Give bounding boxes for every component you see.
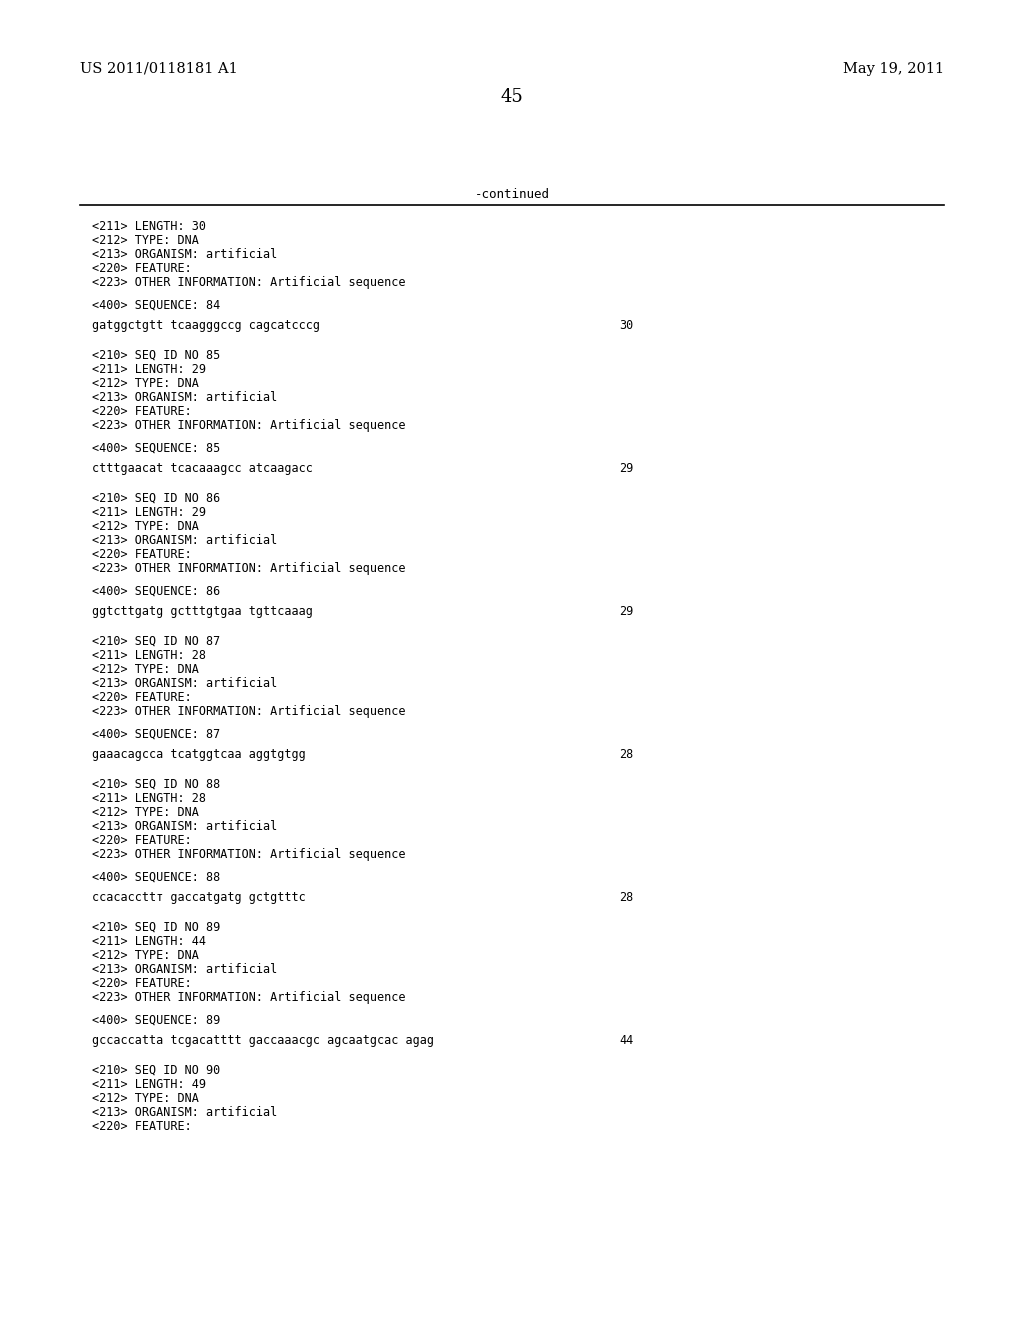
Text: <213> ORGANISM: artificial: <213> ORGANISM: artificial	[92, 964, 278, 975]
Text: <211> LENGTH: 28: <211> LENGTH: 28	[92, 649, 206, 663]
Text: <220> FEATURE:: <220> FEATURE:	[92, 548, 191, 561]
Text: <210> SEQ ID NO 90: <210> SEQ ID NO 90	[92, 1064, 220, 1077]
Text: 45: 45	[501, 88, 523, 106]
Text: <223> OTHER INFORMATION: Artificial sequence: <223> OTHER INFORMATION: Artificial sequ…	[92, 991, 406, 1005]
Text: <223> OTHER INFORMATION: Artificial sequence: <223> OTHER INFORMATION: Artificial sequ…	[92, 418, 406, 432]
Text: <212> TYPE: DNA: <212> TYPE: DNA	[92, 807, 199, 818]
Text: <210> SEQ ID NO 86: <210> SEQ ID NO 86	[92, 492, 220, 506]
Text: 44: 44	[620, 1034, 634, 1047]
Text: <223> OTHER INFORMATION: Artificial sequence: <223> OTHER INFORMATION: Artificial sequ…	[92, 847, 406, 861]
Text: <211> LENGTH: 44: <211> LENGTH: 44	[92, 935, 206, 948]
Text: <400> SEQUENCE: 84: <400> SEQUENCE: 84	[92, 300, 220, 312]
Text: <211> LENGTH: 30: <211> LENGTH: 30	[92, 220, 206, 234]
Text: ccacaccttт gaccatgatg gctgtttc: ccacaccttт gaccatgatg gctgtttc	[92, 891, 306, 904]
Text: <211> LENGTH: 49: <211> LENGTH: 49	[92, 1078, 206, 1092]
Text: <210> SEQ ID NO 88: <210> SEQ ID NO 88	[92, 777, 220, 791]
Text: <213> ORGANISM: artificial: <213> ORGANISM: artificial	[92, 1106, 278, 1119]
Text: <400> SEQUENCE: 88: <400> SEQUENCE: 88	[92, 871, 220, 884]
Text: <210> SEQ ID NO 85: <210> SEQ ID NO 85	[92, 348, 220, 362]
Text: <211> LENGTH: 29: <211> LENGTH: 29	[92, 506, 206, 519]
Text: 28: 28	[620, 748, 634, 762]
Text: <213> ORGANISM: artificial: <213> ORGANISM: artificial	[92, 248, 278, 261]
Text: <220> FEATURE:: <220> FEATURE:	[92, 690, 191, 704]
Text: <212> TYPE: DNA: <212> TYPE: DNA	[92, 234, 199, 247]
Text: <210> SEQ ID NO 87: <210> SEQ ID NO 87	[92, 635, 220, 648]
Text: <210> SEQ ID NO 89: <210> SEQ ID NO 89	[92, 921, 220, 935]
Text: <400> SEQUENCE: 86: <400> SEQUENCE: 86	[92, 585, 220, 598]
Text: gaaacagcca tcatggtcaa aggtgtgg: gaaacagcca tcatggtcaa aggtgtgg	[92, 748, 306, 762]
Text: <212> TYPE: DNA: <212> TYPE: DNA	[92, 663, 199, 676]
Text: ggtcttgatg gctttgtgaa tgttcaaag: ggtcttgatg gctttgtgaa tgttcaaag	[92, 605, 313, 618]
Text: 30: 30	[620, 319, 634, 333]
Text: <400> SEQUENCE: 87: <400> SEQUENCE: 87	[92, 729, 220, 741]
Text: <212> TYPE: DNA: <212> TYPE: DNA	[92, 378, 199, 389]
Text: <211> LENGTH: 29: <211> LENGTH: 29	[92, 363, 206, 376]
Text: -continued: -continued	[474, 187, 550, 201]
Text: <220> FEATURE:: <220> FEATURE:	[92, 834, 191, 847]
Text: <212> TYPE: DNA: <212> TYPE: DNA	[92, 520, 199, 533]
Text: 28: 28	[620, 891, 634, 904]
Text: <213> ORGANISM: artificial: <213> ORGANISM: artificial	[92, 535, 278, 546]
Text: ctttgaacat tcacaaagcc atcaagacc: ctttgaacat tcacaaagcc atcaagacc	[92, 462, 313, 475]
Text: US 2011/0118181 A1: US 2011/0118181 A1	[80, 62, 238, 77]
Text: <220> FEATURE:: <220> FEATURE:	[92, 405, 191, 418]
Text: <220> FEATURE:: <220> FEATURE:	[92, 261, 191, 275]
Text: <213> ORGANISM: artificial: <213> ORGANISM: artificial	[92, 391, 278, 404]
Text: May 19, 2011: May 19, 2011	[843, 62, 944, 77]
Text: <212> TYPE: DNA: <212> TYPE: DNA	[92, 949, 199, 962]
Text: <211> LENGTH: 28: <211> LENGTH: 28	[92, 792, 206, 805]
Text: <223> OTHER INFORMATION: Artificial sequence: <223> OTHER INFORMATION: Artificial sequ…	[92, 276, 406, 289]
Text: <400> SEQUENCE: 85: <400> SEQUENCE: 85	[92, 442, 220, 455]
Text: gccaccatta tcgacatttt gaccaaacgc agcaatgcac agag: gccaccatta tcgacatttt gaccaaacgc agcaatg…	[92, 1034, 434, 1047]
Text: gatggctgtt tcaagggccg cagcatcccg: gatggctgtt tcaagggccg cagcatcccg	[92, 319, 321, 333]
Text: <400> SEQUENCE: 89: <400> SEQUENCE: 89	[92, 1014, 220, 1027]
Text: <220> FEATURE:: <220> FEATURE:	[92, 977, 191, 990]
Text: <213> ORGANISM: artificial: <213> ORGANISM: artificial	[92, 820, 278, 833]
Text: <223> OTHER INFORMATION: Artificial sequence: <223> OTHER INFORMATION: Artificial sequ…	[92, 705, 406, 718]
Text: <220> FEATURE:: <220> FEATURE:	[92, 1119, 191, 1133]
Text: 29: 29	[620, 462, 634, 475]
Text: <223> OTHER INFORMATION: Artificial sequence: <223> OTHER INFORMATION: Artificial sequ…	[92, 562, 406, 576]
Text: <212> TYPE: DNA: <212> TYPE: DNA	[92, 1092, 199, 1105]
Text: 29: 29	[620, 605, 634, 618]
Text: <213> ORGANISM: artificial: <213> ORGANISM: artificial	[92, 677, 278, 690]
